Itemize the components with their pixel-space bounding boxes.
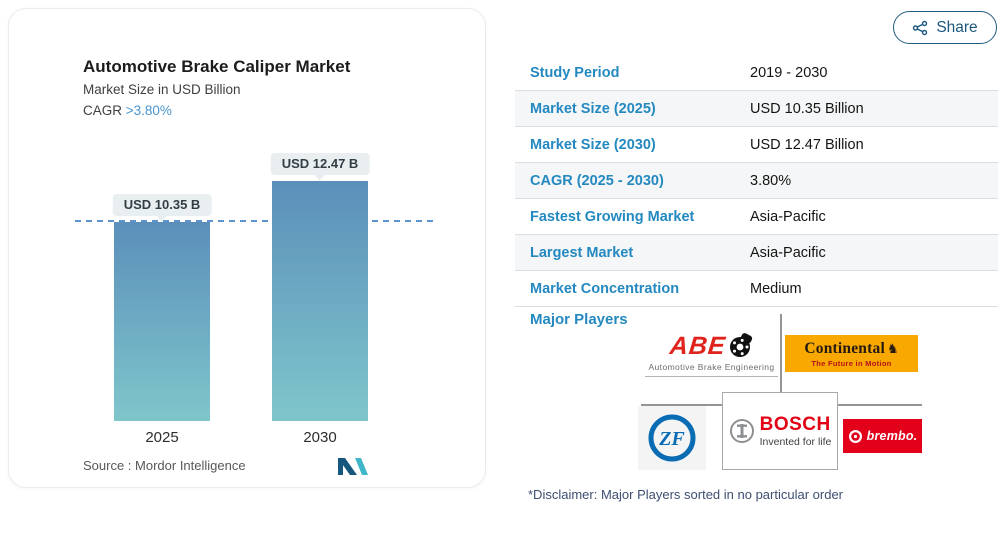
bosch-tagline: Invented for life bbox=[759, 435, 832, 448]
bosch-armature-icon bbox=[729, 418, 755, 444]
row-value: Asia-Pacific bbox=[750, 244, 826, 261]
cagr-value: >3.80% bbox=[125, 103, 172, 118]
target-dashed-line bbox=[75, 220, 433, 222]
share-button[interactable]: Share bbox=[893, 11, 997, 44]
chart-title: Automotive Brake Caliper Market bbox=[83, 57, 351, 76]
row-label: Largest Market bbox=[530, 244, 634, 261]
row-label: Fastest Growing Market bbox=[530, 208, 695, 225]
bosch-logo: BOSCH Invented for life bbox=[722, 392, 838, 470]
bar-value-label-2030: USD 12.47 B bbox=[270, 153, 370, 175]
row-value: USD 10.35 Billion bbox=[750, 100, 864, 117]
row-label: Market Size (2030) bbox=[530, 136, 656, 153]
abe-wordmark: ABE bbox=[668, 332, 728, 360]
table-row-market-concentration: Market Concentration Medium bbox=[515, 271, 998, 307]
axis-label-2030: 2030 bbox=[303, 429, 337, 446]
continental-horse-icon: ♞ bbox=[886, 341, 899, 356]
brembo-logo: brembo. bbox=[843, 419, 922, 453]
bar-2025: USD 10.35 B 2025 bbox=[112, 194, 212, 446]
row-label: Market Concentration bbox=[530, 280, 680, 297]
continental-wordmark: Continental bbox=[804, 339, 885, 357]
table-row-market-size-2025: Market Size (2025) USD 10.35 Billion bbox=[515, 91, 998, 127]
row-value: Asia-Pacific bbox=[750, 208, 826, 225]
bar-value-label-2025: USD 10.35 B bbox=[112, 194, 212, 216]
abe-logo: ABE Automotive Brake Engineering bbox=[645, 331, 778, 377]
bosch-wordmark: BOSCH bbox=[759, 413, 831, 435]
row-label: Market Size (2025) bbox=[530, 100, 656, 117]
brembo-disc-icon bbox=[848, 429, 863, 444]
chart-card: Automotive Brake Caliper Market Market S… bbox=[8, 8, 486, 488]
share-button-label: Share bbox=[936, 18, 978, 36]
stats-table: Study Period 2019 - 2030 Market Size (20… bbox=[515, 55, 998, 307]
source-attribution: Source : Mordor Intelligence bbox=[83, 458, 246, 473]
abe-tagline: Automotive Brake Engineering bbox=[648, 362, 775, 372]
share-icon bbox=[912, 20, 928, 36]
brake-disc-icon bbox=[727, 333, 753, 359]
row-label: Study Period bbox=[530, 64, 620, 81]
major-players-heading: Major Players bbox=[530, 311, 628, 328]
continental-tagline: The Future in Motion bbox=[811, 358, 892, 368]
mordor-intelligence-logo-icon bbox=[338, 455, 368, 480]
continental-logo: Continental ♞ The Future in Motion bbox=[785, 335, 918, 372]
chart-subtitle: Market Size in USD Billion bbox=[83, 82, 241, 97]
zf-ring-icon: ZF bbox=[647, 413, 697, 463]
row-value: USD 12.47 Billion bbox=[750, 136, 864, 153]
svg-text:ZF: ZF bbox=[658, 428, 685, 450]
table-row-largest-market: Largest Market Asia-Pacific bbox=[515, 235, 998, 271]
zf-logo: ZF bbox=[638, 406, 706, 470]
bar-2030: USD 12.47 B 2030 bbox=[270, 153, 370, 446]
row-value: 2019 - 2030 bbox=[750, 64, 828, 81]
connector-horizontal-right bbox=[838, 404, 922, 406]
cagr-label: CAGR bbox=[83, 103, 126, 118]
row-value: Medium bbox=[750, 280, 802, 297]
connector-vertical bbox=[780, 314, 782, 392]
row-label: CAGR (2025 - 2030) bbox=[530, 172, 664, 189]
table-row-cagr: CAGR (2025 - 2030) 3.80% bbox=[515, 163, 998, 199]
row-value: 3.80% bbox=[750, 172, 792, 189]
table-row-study-period: Study Period 2019 - 2030 bbox=[515, 55, 998, 91]
brembo-wordmark: brembo. bbox=[866, 429, 918, 443]
table-row-market-size-2030: Market Size (2030) USD 12.47 Billion bbox=[515, 127, 998, 163]
connector-horizontal-left bbox=[641, 404, 722, 406]
chart-cagr-line: CAGR >3.80% bbox=[83, 100, 350, 121]
table-row-fastest-growing-market: Fastest Growing Market Asia-Pacific bbox=[515, 199, 998, 235]
axis-label-2025: 2025 bbox=[145, 429, 179, 446]
disclaimer-text: *Disclaimer: Major Players sorted in no … bbox=[528, 487, 844, 502]
chart-header: Automotive Brake Caliper Market Market S… bbox=[83, 55, 350, 121]
